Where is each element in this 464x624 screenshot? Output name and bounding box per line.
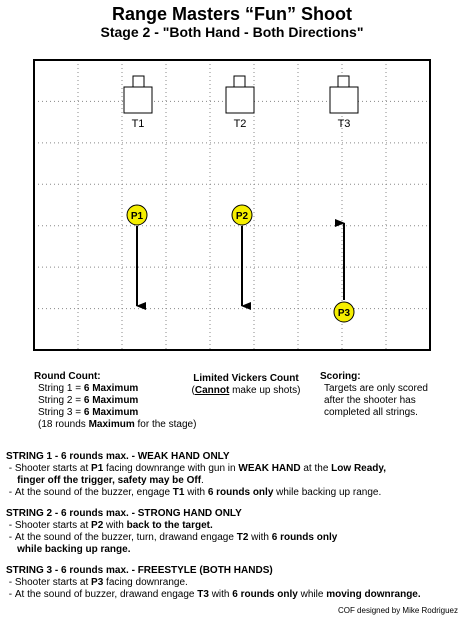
round-count-line-3: String 3 = 6 Maximum (34, 407, 184, 419)
body-text: - Shooter starts at (6, 520, 92, 531)
position-marker (126, 204, 148, 226)
credit-text: COF designed by Mike Rodriguez (337, 606, 458, 615)
emphasis-text: while backing up range. (17, 544, 131, 555)
body-text: with (103, 520, 127, 531)
target-stand (233, 75, 246, 89)
scoring-line: completed all strings. (324, 407, 418, 418)
round-count-prefix: String 1 = (38, 383, 84, 394)
body-text: while (297, 589, 327, 600)
body-text: at the (300, 463, 332, 474)
position-p2: P2 (231, 204, 253, 310)
position-label: P3 (338, 308, 351, 319)
string-line: - At the sound of the buzzer, engage T1 … (6, 487, 462, 499)
target-stand (132, 75, 145, 89)
round-count-total: (18 rounds Maximum for the stage) (34, 419, 196, 431)
target-label: T1 (132, 118, 145, 130)
target-t3: T3 (329, 75, 359, 130)
vickers-note: (Cannot make up shots) (176, 385, 316, 397)
target-stand (337, 75, 350, 89)
emphasis-text: P1 (91, 463, 104, 474)
vickers-note-rest: make up shots) (229, 385, 301, 396)
vickers-note-bold: Cannot (194, 385, 230, 396)
emphasis-text: P3 (91, 577, 104, 588)
string-heading: STRING 2 - 6 rounds max. - STRONG HAND O… (6, 508, 242, 519)
round-count-line-1: String 1 = 6 Maximum (34, 383, 184, 395)
body-text: with (184, 487, 208, 498)
emphasis-text: T3 (197, 589, 209, 600)
emphasis-text: finger off the trigger, safety may be Of… (17, 475, 202, 486)
emphasis-text: P2 (91, 520, 104, 531)
target-box (329, 86, 359, 114)
round-count-heading: Round Count: (34, 371, 101, 382)
round-count-prefix: String 3 = (38, 407, 84, 418)
page-title: Range Masters “Fun” Shoot (111, 4, 353, 24)
string-line: - Shooter starts at P1 facing downrange … (6, 463, 462, 475)
scoring-section: Scoring: Targets are only scored after t… (320, 371, 460, 419)
target-box (225, 86, 255, 114)
position-p3: P3 (333, 219, 355, 323)
round-count-prefix: String 2 = (38, 395, 84, 406)
emphasis-text: 6 rounds only (271, 532, 338, 543)
total-rest: for the stage) (134, 419, 197, 430)
round-count-value: 6 Maximum (83, 407, 139, 418)
body-text: with (248, 532, 272, 543)
emphasis-text: T1 (172, 487, 185, 498)
body-text: facing downrange with gun in (103, 463, 239, 474)
target-label: T3 (338, 118, 351, 130)
position-p1: P1 (126, 204, 148, 310)
emphasis-text: 6 rounds only (232, 589, 298, 600)
body-text (6, 475, 17, 486)
string-line: while backing up range. (6, 544, 462, 556)
body-text (6, 544, 17, 555)
stage-diagram: T1 T2 T3 P1 P2 P3 (33, 59, 431, 351)
string-line: - At the sound of buzzer, drawand engage… (6, 589, 462, 601)
body-text: with (208, 589, 233, 600)
round-count-line-2: String 2 = 6 Maximum (34, 395, 184, 407)
target-label: T2 (234, 118, 247, 130)
scoring-heading: Scoring: (320, 371, 361, 382)
total-open: (18 rounds (38, 419, 89, 430)
round-count-section: Round Count: String 1 = 6 Maximum String… (34, 371, 196, 431)
string-line: finger off the trigger, safety may be Of… (6, 475, 462, 487)
emphasis-text: T2 (236, 532, 249, 543)
target-t2: T2 (225, 75, 255, 130)
body-text: . (201, 475, 204, 486)
string-2-section: STRING 2 - 6 rounds max. - STRONG HAND O… (6, 508, 462, 556)
position-marker (231, 204, 253, 226)
emphasis-text: 6 rounds only (207, 487, 274, 498)
scoring-line: after the shooter has (324, 395, 416, 406)
emphasis-text: Low Ready, (331, 463, 386, 474)
body-text: - At the sound of the buzzer, engage (6, 487, 173, 498)
position-label: P1 (131, 211, 144, 222)
vickers-heading: Limited Vickers Count (193, 373, 299, 384)
string-3-section: STRING 3 - 6 rounds max. - FREESTYLE (BO… (6, 565, 462, 601)
string-line: - Shooter starts at P3 facing downrange. (6, 577, 462, 589)
body-text: - Shooter starts at (6, 577, 92, 588)
round-count-value: 6 Maximum (83, 383, 139, 394)
range-border (33, 59, 431, 351)
emphasis-text: back to the target. (126, 520, 213, 531)
body-text: facing downrange. (103, 577, 188, 588)
string-line: - At the sound of the buzzer, turn, draw… (6, 532, 462, 544)
position-marker (333, 301, 355, 323)
body-text: - Shooter starts at (6, 463, 92, 474)
string-line: - Shooter starts at P2 with back to the … (6, 520, 462, 532)
vickers-section: Limited Vickers Count (Cannot make up sh… (176, 373, 316, 397)
string-heading: STRING 1 - 6 rounds max. - WEAK HAND ONL… (6, 451, 230, 462)
emphasis-text: moving downrange. (326, 589, 421, 600)
target-box (123, 86, 153, 114)
emphasis-text: WEAK HAND (238, 463, 301, 474)
page-subtitle: Stage 2 - "Both Hand - Both Directions" (100, 24, 364, 40)
total-bold: Maximum (88, 419, 135, 430)
string-1-section: STRING 1 - 6 rounds max. - WEAK HAND ONL… (6, 451, 462, 499)
body-text: - At the sound of the buzzer, turn, draw… (6, 532, 237, 543)
position-label: P2 (236, 211, 249, 222)
scoring-line: Targets are only scored (324, 383, 428, 394)
string-heading: STRING 3 - 6 rounds max. - FREESTYLE (BO… (6, 565, 273, 576)
target-t1: T1 (123, 75, 153, 130)
vickers-note-open: ( (191, 385, 195, 396)
body-text: while backing up range. (273, 487, 382, 498)
round-count-value: 6 Maximum (83, 395, 139, 406)
body-text: - At the sound of buzzer, drawand engage (6, 589, 198, 600)
